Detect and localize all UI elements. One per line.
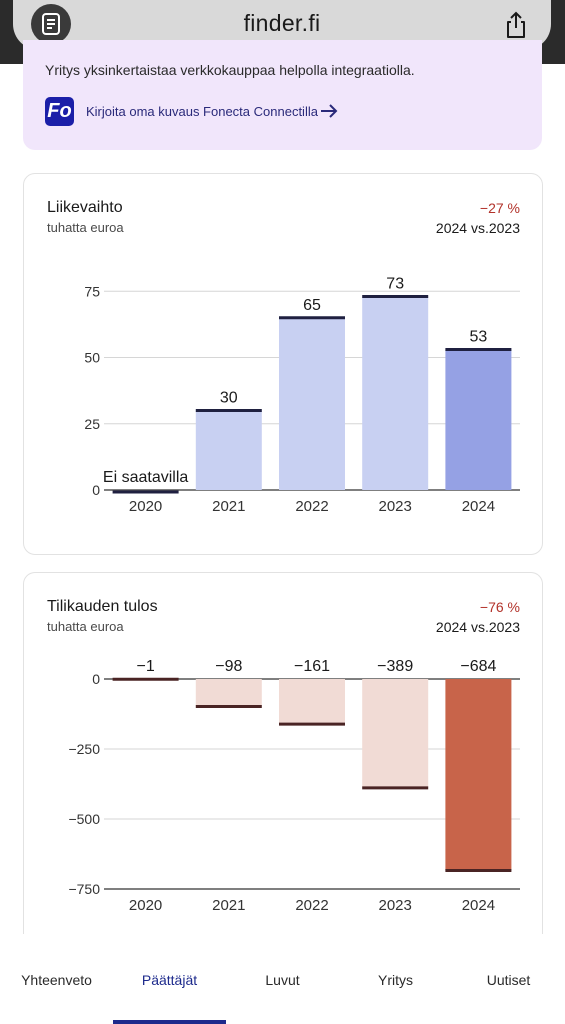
data-label: 73 bbox=[386, 276, 404, 293]
bar bbox=[279, 679, 345, 725]
data-label: 53 bbox=[470, 329, 488, 346]
x-tick-label: 2022 bbox=[295, 897, 328, 914]
tab-paattajat[interactable]: Päättäjät bbox=[141, 972, 198, 988]
x-tick-label: 2021 bbox=[212, 498, 245, 515]
bar bbox=[195, 410, 262, 490]
data-label: −1 bbox=[136, 658, 154, 675]
url-text: finder.fi bbox=[243, 10, 321, 36]
tab-yritys[interactable]: Yritys bbox=[378, 972, 413, 988]
x-tick-label: 2020 bbox=[129, 498, 162, 515]
x-tick-label: 2023 bbox=[379, 498, 412, 515]
x-tick-label: 2021 bbox=[212, 897, 245, 914]
data-label: 65 bbox=[303, 297, 321, 314]
data-label: −161 bbox=[294, 658, 330, 675]
fonecta-logo: Fo bbox=[45, 97, 74, 126]
promo-card: Yritys yksinkertaistaa verkkokauppaa hel… bbox=[23, 40, 542, 150]
profit-card: Tilikauden tulos tuhatta euroa −76 % 202… bbox=[23, 572, 543, 953]
profit-title: Tilikauden tulos bbox=[47, 598, 158, 615]
tab-yhteenveto[interactable]: Yhteenveto bbox=[21, 972, 92, 988]
y-tick-label: −500 bbox=[68, 811, 100, 827]
x-tick-label: 2023 bbox=[379, 897, 412, 914]
tabs-icon bbox=[42, 13, 60, 35]
revenue-change: −27 % bbox=[479, 200, 520, 216]
bar bbox=[279, 317, 345, 490]
y-tick-label: −750 bbox=[68, 881, 100, 897]
x-tick-label: 2024 bbox=[462, 897, 495, 914]
y-tick-label: 75 bbox=[84, 283, 100, 299]
x-tick-label: 2022 bbox=[295, 498, 328, 515]
bar bbox=[362, 679, 429, 788]
bar bbox=[445, 349, 512, 490]
bar bbox=[362, 296, 429, 490]
revenue-card: Liikevaihto tuhatta euroa −27 % 2024 vs.… bbox=[23, 173, 543, 555]
bar bbox=[195, 679, 262, 707]
share-button[interactable] bbox=[501, 10, 531, 40]
profit-period: 2024 vs.2023 bbox=[435, 619, 520, 635]
tabs-button[interactable] bbox=[31, 4, 71, 44]
data-label: −389 bbox=[377, 658, 413, 675]
revenue-period: 2024 vs.2023 bbox=[435, 220, 520, 236]
data-label: −98 bbox=[215, 658, 242, 675]
y-tick-label: −250 bbox=[68, 741, 100, 757]
revenue-subtitle: tuhatta euroa bbox=[47, 220, 124, 235]
y-tick-label: 0 bbox=[92, 482, 100, 498]
tab-uutiset[interactable]: Uutiset bbox=[486, 972, 531, 988]
active-tab-indicator bbox=[113, 1020, 226, 1024]
revenue-chart: 0 25 50 75 Ei saatavilla 2020 30 2021 65 2022 73 20… bbox=[84, 276, 520, 515]
x-tick-label: 2024 bbox=[462, 498, 495, 515]
y-tick-label: 0 bbox=[92, 671, 100, 687]
share-icon bbox=[507, 11, 525, 38]
y-tick-label: 25 bbox=[84, 416, 100, 432]
revenue-title: Liikevaihto bbox=[47, 199, 123, 216]
promo-text: Yritys yksinkertaistaa verkkokauppaa hel… bbox=[45, 62, 415, 78]
y-tick-label: 50 bbox=[84, 350, 100, 366]
data-label: −684 bbox=[460, 658, 496, 675]
profit-subtitle: tuhatta euroa bbox=[47, 619, 124, 634]
arrow-right-icon[interactable] bbox=[320, 103, 338, 119]
x-tick-label: 2020 bbox=[129, 897, 162, 914]
fonecta-connect-link[interactable]: Kirjoita oma kuvaus Fonecta Connectilla bbox=[86, 104, 318, 119]
profit-chart: 0 −250 −500 −750 −1 2020 −98 2021 −161 2022 −389 20… bbox=[68, 658, 520, 914]
bar bbox=[445, 679, 512, 871]
tab-luvut[interactable]: Luvut bbox=[265, 972, 300, 988]
data-label: Ei saatavilla bbox=[103, 469, 188, 486]
data-label: 30 bbox=[220, 390, 238, 407]
bottom-tab-bar: Yhteenveto Päättäjät Luvut Yritys Uutise… bbox=[0, 934, 565, 1024]
profit-change: −76 % bbox=[479, 599, 520, 615]
